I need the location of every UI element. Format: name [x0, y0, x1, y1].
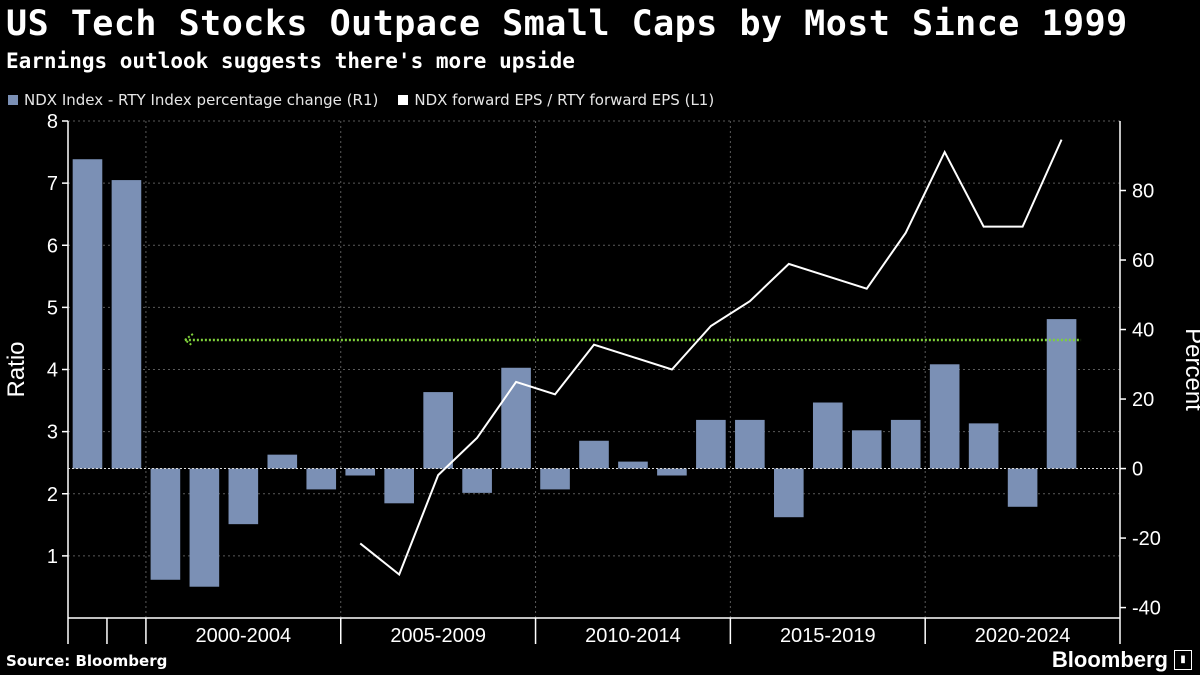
bar — [345, 468, 376, 476]
bar — [579, 440, 609, 469]
bar — [1007, 468, 1038, 507]
right-axis-tick-label: -40 — [1132, 598, 1161, 620]
legend-item-bars: NDX Index - RTY Index percentage change … — [8, 91, 378, 109]
eps-ratio-line — [359, 139, 1063, 577]
legend-swatch-line — [398, 95, 409, 105]
bar — [735, 419, 765, 469]
bar — [228, 468, 259, 525]
left-axis-tick-label: 4 — [47, 360, 58, 382]
legend-item-line: NDX forward EPS / RTY forward EPS (L1) — [398, 91, 714, 109]
bar — [540, 468, 570, 490]
bar — [968, 423, 999, 469]
bar — [890, 419, 921, 469]
right-axis-tick-label: 60 — [1132, 250, 1154, 272]
right-axis-title: Percent — [1180, 328, 1200, 411]
bar — [306, 468, 337, 490]
chart-icon: ▮ — [1174, 650, 1192, 670]
bar — [618, 461, 648, 469]
legend-label-line: NDX forward EPS / RTY forward EPS (L1) — [414, 91, 715, 109]
bar — [1046, 319, 1077, 469]
left-axis-tick-label: 6 — [47, 235, 58, 257]
legend-swatch-bars — [8, 95, 18, 105]
left-axis-title: Ratio — [3, 341, 30, 397]
legend: NDX Index - RTY Index percentage change … — [8, 91, 714, 109]
brand-logo: Bloomberg — [1051, 647, 1168, 672]
bar — [384, 468, 414, 504]
x-axis-group-label: 2020-2024 — [975, 625, 1071, 647]
x-axis-group-label: 2015-2019 — [780, 625, 876, 647]
source-note: Source: Bloomberg — [6, 652, 168, 670]
legend-label-bars: NDX Index - RTY Index percentage change … — [24, 91, 379, 109]
x-axis-group-label: 2005-2009 — [390, 625, 486, 647]
chart-title: US Tech Stocks Outpace Small Caps by Mos… — [6, 4, 1128, 44]
right-axis-tick-label: 0 — [1132, 459, 1143, 481]
left-axis-tick-label: 2 — [47, 484, 58, 506]
right-axis-tick-label: 20 — [1132, 389, 1154, 411]
bar — [929, 364, 960, 469]
right-axis-tick-label: 40 — [1132, 320, 1154, 342]
chart-subtitle: Earnings outlook suggests there's more u… — [6, 49, 575, 73]
bar — [851, 430, 882, 469]
bar — [774, 468, 804, 518]
bar — [696, 419, 726, 469]
bar — [111, 180, 142, 469]
bar — [189, 468, 220, 587]
x-axis-group-label: 2000-2004 — [196, 625, 292, 647]
bar — [72, 159, 103, 469]
bar — [423, 392, 453, 469]
left-axis-tick-label: 1 — [47, 546, 58, 568]
reference-arrowhead — [183, 333, 194, 347]
right-axis-tick-label: -20 — [1132, 528, 1161, 550]
bar — [150, 468, 181, 580]
left-axis-tick-label: 3 — [47, 422, 58, 444]
bar — [462, 468, 492, 493]
left-axis-tick-label: 7 — [47, 173, 58, 195]
bar — [657, 468, 687, 476]
left-axis-tick-label: 5 — [47, 297, 58, 319]
bar — [267, 454, 298, 469]
bar — [812, 402, 843, 469]
left-axis-tick-label: 8 — [47, 111, 58, 133]
right-axis-tick-label: 80 — [1132, 181, 1154, 203]
x-axis-group-label: 2010-2014 — [585, 625, 681, 647]
